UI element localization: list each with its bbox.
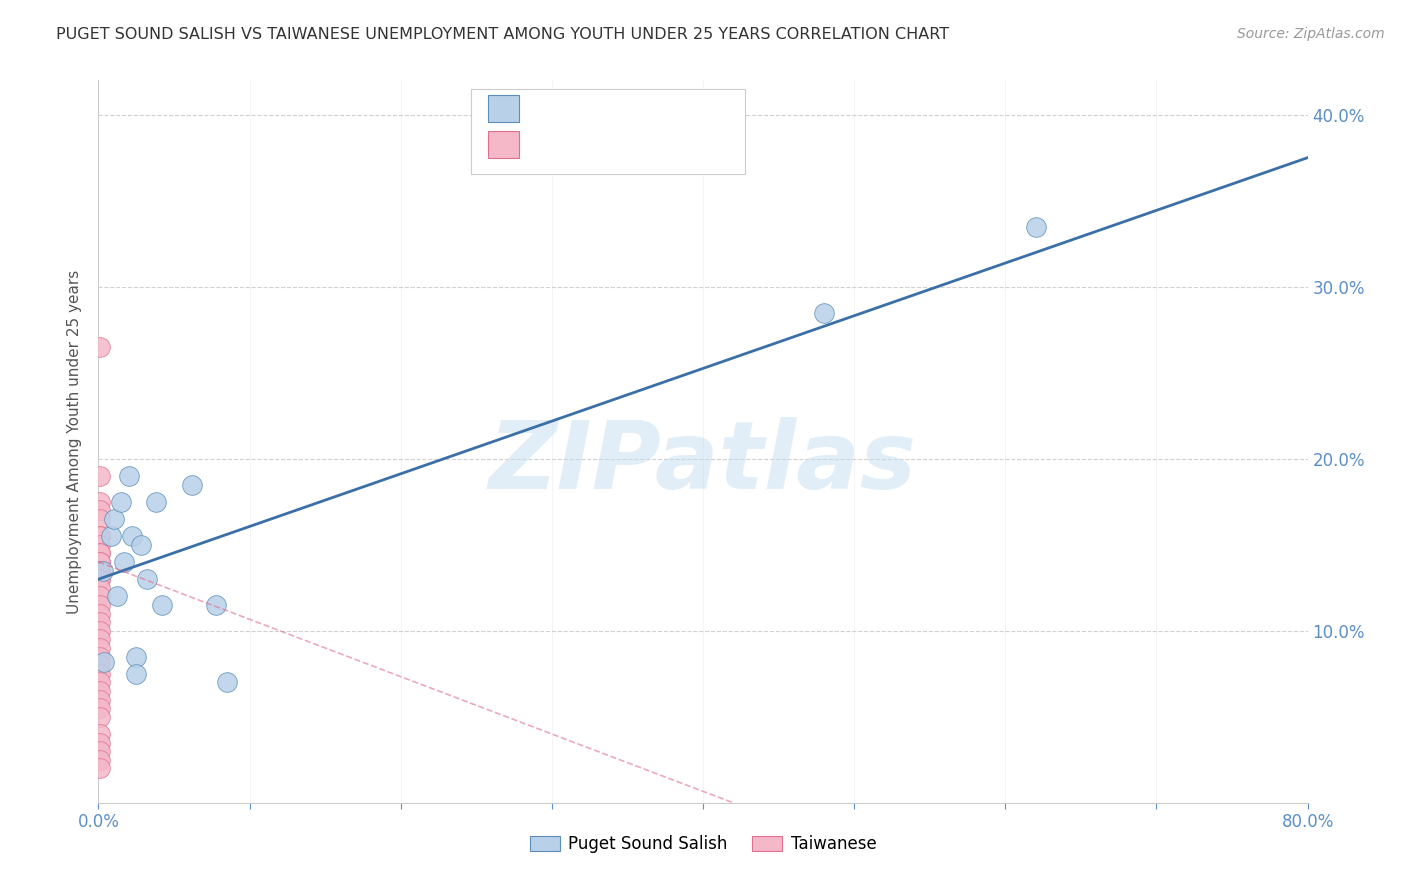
Point	[89, 598, 111, 612]
Point	[89, 727, 111, 741]
Point	[100, 529, 122, 543]
Point	[89, 675, 111, 690]
Point	[89, 529, 111, 543]
Text: -0.016: -0.016	[567, 137, 626, 155]
Point	[89, 555, 111, 569]
Point	[89, 684, 111, 698]
Point	[89, 340, 111, 354]
Point	[181, 477, 204, 491]
Point	[89, 744, 111, 758]
Point	[150, 598, 173, 612]
Text: N =: N =	[633, 102, 669, 120]
Point	[89, 512, 111, 526]
Point	[89, 649, 111, 664]
Text: Source: ZipAtlas.com: Source: ZipAtlas.com	[1237, 27, 1385, 41]
Point	[89, 761, 111, 775]
Point	[89, 701, 111, 715]
Point	[121, 529, 143, 543]
Point	[1024, 219, 1046, 234]
Point	[89, 469, 111, 483]
Point	[118, 469, 141, 483]
Point	[125, 649, 148, 664]
Legend: Puget Sound Salish, Taiwanese: Puget Sound Salish, Taiwanese	[523, 828, 883, 860]
Point	[89, 640, 111, 655]
Point	[89, 564, 111, 578]
Point	[89, 546, 111, 560]
Point	[89, 735, 111, 749]
Point	[89, 494, 111, 508]
Point	[89, 564, 111, 578]
Point	[89, 666, 111, 681]
Point	[89, 538, 111, 552]
Point	[215, 675, 238, 690]
Point	[89, 503, 111, 517]
Text: R =: R =	[527, 137, 564, 155]
Point	[89, 753, 111, 767]
Point	[89, 632, 111, 647]
Point	[135, 572, 157, 586]
Point	[89, 555, 111, 569]
Point	[89, 624, 111, 638]
Point	[205, 598, 228, 612]
Point	[145, 494, 167, 508]
Point	[89, 607, 111, 621]
Text: 20: 20	[672, 102, 695, 120]
Point	[89, 692, 111, 706]
Point	[89, 529, 111, 543]
Point	[813, 305, 835, 319]
Point	[91, 564, 114, 578]
Point	[89, 590, 111, 604]
Point	[112, 555, 135, 569]
Point	[110, 494, 132, 508]
Text: 0.791: 0.791	[567, 102, 626, 120]
Point	[89, 546, 111, 560]
Text: 37: 37	[672, 137, 696, 155]
Point	[89, 710, 111, 724]
Text: R =: R =	[527, 102, 564, 120]
Y-axis label: Unemployment Among Youth under 25 years: Unemployment Among Youth under 25 years	[67, 269, 83, 614]
Point	[89, 572, 111, 586]
Point	[89, 581, 111, 595]
Point	[125, 666, 148, 681]
Point	[105, 590, 128, 604]
Text: PUGET SOUND SALISH VS TAIWANESE UNEMPLOYMENT AMONG YOUTH UNDER 25 YEARS CORRELAT: PUGET SOUND SALISH VS TAIWANESE UNEMPLOY…	[56, 27, 949, 42]
Text: N =: N =	[633, 137, 669, 155]
Point	[89, 572, 111, 586]
Point	[93, 655, 115, 669]
Text: ZIPatlas: ZIPatlas	[489, 417, 917, 509]
Point	[103, 512, 125, 526]
Point	[89, 658, 111, 673]
Point	[129, 538, 152, 552]
Point	[89, 615, 111, 630]
